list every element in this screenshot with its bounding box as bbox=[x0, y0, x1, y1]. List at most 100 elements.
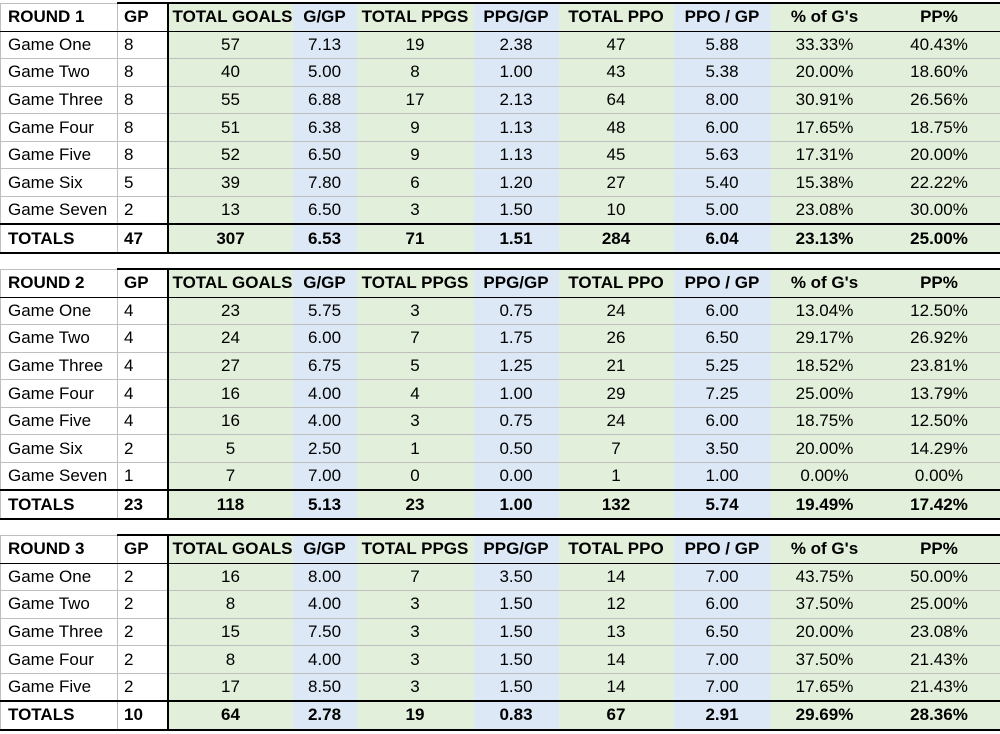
cell-ppggp[interactable]: 0.50 bbox=[473, 434, 559, 464]
cell-gp[interactable]: 2 bbox=[117, 590, 168, 619]
column-header-gp[interactable]: GP bbox=[117, 534, 168, 564]
cell-tg[interactable]: 51 bbox=[166, 113, 293, 142]
cell-pp[interactable]: 13.79% bbox=[878, 379, 1000, 408]
cell-gp[interactable]: 8 bbox=[117, 85, 168, 115]
cell-ppo[interactable]: 48 bbox=[558, 113, 674, 142]
cell-ppg[interactable]: 1 bbox=[356, 434, 474, 464]
total-ppo[interactable]: 132 bbox=[558, 489, 674, 521]
cell-name[interactable]: Game Six bbox=[0, 434, 118, 464]
cell-ppg[interactable]: 5 bbox=[356, 351, 474, 381]
column-header-ggp[interactable]: G/GP bbox=[292, 268, 357, 298]
cell-ppg[interactable]: 3 bbox=[356, 645, 474, 674]
cell-ggp[interactable]: 6.00 bbox=[292, 324, 357, 353]
cell-ppo[interactable]: 13 bbox=[558, 617, 674, 647]
cell-ppogp[interactable]: 3.50 bbox=[673, 434, 771, 464]
cell-ppggp[interactable]: 1.50 bbox=[473, 645, 559, 674]
total-gp[interactable]: 10 bbox=[117, 699, 168, 731]
cell-ppggp[interactable]: 1.75 bbox=[473, 324, 559, 353]
cell-pp[interactable]: 50.00% bbox=[878, 562, 1000, 592]
cell-ppo[interactable]: 12 bbox=[558, 590, 674, 619]
cell-ppo[interactable]: 27 bbox=[558, 168, 674, 198]
cell-ppggp[interactable]: 1.13 bbox=[473, 113, 559, 142]
cell-ppo[interactable]: 21 bbox=[558, 351, 674, 381]
total-ppg[interactable]: 19 bbox=[356, 699, 474, 731]
cell-tg[interactable]: 15 bbox=[166, 617, 293, 647]
cell-gp[interactable]: 8 bbox=[117, 140, 168, 170]
cell-ppo[interactable]: 14 bbox=[558, 672, 674, 702]
cell-ppogp[interactable]: 5.63 bbox=[673, 140, 771, 170]
cell-ppggp[interactable]: 1.00 bbox=[473, 379, 559, 408]
column-header-ppggp[interactable]: PPG/GP bbox=[473, 2, 559, 32]
cell-gp[interactable]: 4 bbox=[117, 406, 168, 436]
cell-pctg[interactable]: 25.00% bbox=[770, 379, 879, 408]
cell-ppggp[interactable]: 1.20 bbox=[473, 168, 559, 198]
cell-ppo[interactable]: 24 bbox=[558, 406, 674, 436]
cell-tg[interactable]: 23 bbox=[166, 296, 293, 326]
column-header-tg[interactable]: TOTAL GOALS bbox=[166, 2, 293, 32]
cell-pctg[interactable]: 20.00% bbox=[770, 434, 879, 464]
column-header-ppogp[interactable]: PPO / GP bbox=[673, 534, 771, 564]
cell-ppogp[interactable]: 7.00 bbox=[673, 672, 771, 702]
column-header-tg[interactable]: TOTAL GOALS bbox=[166, 534, 293, 564]
total-pp[interactable]: 17.42% bbox=[878, 489, 1000, 521]
total-ppggp[interactable]: 1.00 bbox=[473, 489, 559, 521]
cell-ppg[interactable]: 4 bbox=[356, 379, 474, 408]
round-label[interactable]: ROUND 3 bbox=[0, 534, 118, 564]
cell-ppg[interactable]: 7 bbox=[356, 324, 474, 353]
cell-ppggp[interactable]: 0.00 bbox=[473, 462, 559, 491]
cell-pp[interactable]: 21.43% bbox=[878, 672, 1000, 702]
cell-ppg[interactable]: 3 bbox=[356, 672, 474, 702]
cell-ppggp[interactable]: 1.25 bbox=[473, 351, 559, 381]
cell-tg[interactable]: 57 bbox=[166, 30, 293, 60]
total-tg[interactable]: 64 bbox=[166, 699, 293, 731]
total-pp[interactable]: 28.36% bbox=[878, 699, 1000, 731]
cell-ggp[interactable]: 6.38 bbox=[292, 113, 357, 142]
cell-ggp[interactable]: 7.13 bbox=[292, 30, 357, 60]
cell-ggp[interactable]: 6.75 bbox=[292, 351, 357, 381]
total-pp[interactable]: 25.00% bbox=[878, 223, 1000, 255]
cell-name[interactable]: Game Three bbox=[0, 351, 118, 381]
cell-ggp[interactable]: 5.75 bbox=[292, 296, 357, 326]
cell-gp[interactable]: 1 bbox=[117, 462, 168, 491]
cell-ppggp[interactable]: 0.75 bbox=[473, 296, 559, 326]
total-ppggp[interactable]: 0.83 bbox=[473, 699, 559, 731]
cell-ggp[interactable]: 7.50 bbox=[292, 617, 357, 647]
cell-pp[interactable]: 22.22% bbox=[878, 168, 1000, 198]
cell-ppogp[interactable]: 5.00 bbox=[673, 196, 771, 225]
cell-tg[interactable]: 7 bbox=[166, 462, 293, 491]
cell-name[interactable]: Game Seven bbox=[0, 462, 118, 491]
cell-pctg[interactable]: 18.75% bbox=[770, 406, 879, 436]
total-tg[interactable]: 118 bbox=[166, 489, 293, 521]
cell-pp[interactable]: 40.43% bbox=[878, 30, 1000, 60]
column-header-pctg[interactable]: % of G's bbox=[770, 268, 879, 298]
total-pctg[interactable]: 19.49% bbox=[770, 489, 879, 521]
cell-tg[interactable]: 16 bbox=[166, 562, 293, 592]
cell-gp[interactable]: 2 bbox=[117, 196, 168, 225]
cell-gp[interactable]: 8 bbox=[117, 113, 168, 142]
cell-ppg[interactable]: 3 bbox=[356, 296, 474, 326]
total-ppo[interactable]: 67 bbox=[558, 699, 674, 731]
cell-ppo[interactable]: 14 bbox=[558, 562, 674, 592]
cell-pp[interactable]: 0.00% bbox=[878, 462, 1000, 491]
cell-pp[interactable]: 25.00% bbox=[878, 590, 1000, 619]
cell-name[interactable]: Game One bbox=[0, 296, 118, 326]
cell-ppo[interactable]: 64 bbox=[558, 85, 674, 115]
total-gp[interactable]: 47 bbox=[117, 223, 168, 255]
cell-ggp[interactable]: 8.50 bbox=[292, 672, 357, 702]
cell-ppo[interactable]: 14 bbox=[558, 645, 674, 674]
cell-tg[interactable]: 27 bbox=[166, 351, 293, 381]
column-header-ppg[interactable]: TOTAL PPGS bbox=[356, 2, 474, 32]
cell-gp[interactable]: 2 bbox=[117, 617, 168, 647]
cell-ppogp[interactable]: 5.38 bbox=[673, 58, 771, 87]
cell-gp[interactable]: 2 bbox=[117, 562, 168, 592]
cell-tg[interactable]: 24 bbox=[166, 324, 293, 353]
cell-ggp[interactable]: 6.50 bbox=[292, 140, 357, 170]
cell-ppg[interactable]: 9 bbox=[356, 140, 474, 170]
cell-gp[interactable]: 2 bbox=[117, 434, 168, 464]
total-name[interactable]: TOTALS bbox=[0, 489, 118, 521]
cell-name[interactable]: Game Two bbox=[0, 590, 118, 619]
total-ggp[interactable]: 2.78 bbox=[292, 699, 357, 731]
cell-pp[interactable]: 12.50% bbox=[878, 406, 1000, 436]
cell-ppg[interactable]: 9 bbox=[356, 113, 474, 142]
cell-pp[interactable]: 20.00% bbox=[878, 140, 1000, 170]
